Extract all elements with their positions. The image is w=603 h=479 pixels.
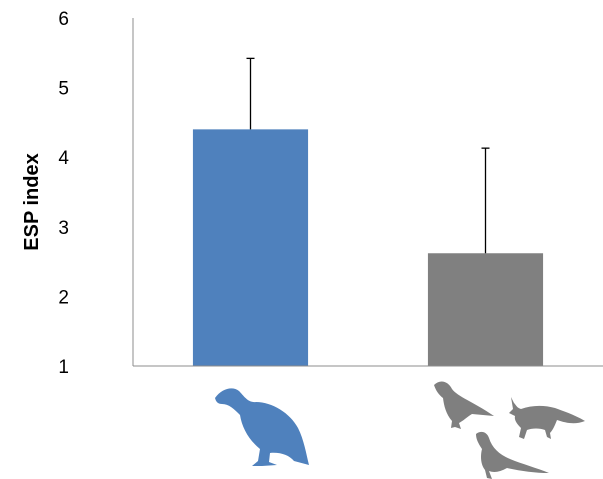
y-tick-label: 1 <box>58 357 69 378</box>
bar-1 <box>192 129 309 366</box>
y-tick-label: 2 <box>58 287 69 308</box>
fox-icon <box>509 397 585 439</box>
vulture-icon <box>215 388 309 466</box>
bars <box>192 129 544 366</box>
error-bars <box>246 57 490 254</box>
y-axis-title: ESP index <box>21 153 43 250</box>
error-bar-1 <box>246 57 255 130</box>
y-tick-labels: 1 2 3 4 5 6 <box>58 9 69 378</box>
y-tick-label: 4 <box>58 148 69 169</box>
scavengers-group-icon <box>434 381 585 479</box>
raptor-icon <box>434 381 494 429</box>
bar-2 <box>427 253 544 366</box>
y-tick-label: 6 <box>58 9 69 30</box>
error-bar-2 <box>481 147 490 254</box>
magpie-icon <box>476 431 549 479</box>
y-tick-label: 5 <box>58 79 69 100</box>
y-tick-label: 3 <box>58 218 69 239</box>
